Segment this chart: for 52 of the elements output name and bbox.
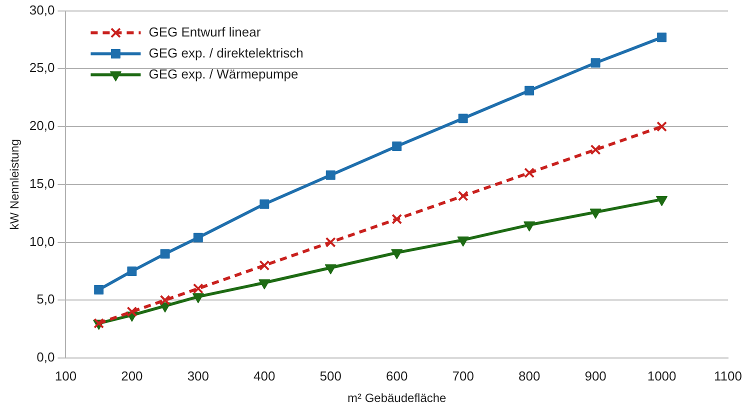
y-tick-label: 20,0 bbox=[29, 118, 55, 134]
y-tick-label: 10,0 bbox=[29, 234, 55, 249]
legend-label: GEG exp. / direktelektrisch bbox=[148, 45, 304, 60]
x-tick-label: 400 bbox=[254, 368, 276, 384]
x-tick-label: 300 bbox=[187, 368, 210, 384]
point bbox=[192, 293, 204, 304]
point bbox=[324, 264, 336, 274]
point bbox=[657, 32, 667, 42]
point bbox=[259, 260, 270, 271]
point bbox=[656, 196, 668, 206]
point bbox=[590, 208, 602, 219]
legend-label: GEG Entwurf linear bbox=[148, 24, 262, 40]
point bbox=[457, 236, 469, 246]
point bbox=[524, 168, 535, 178]
point bbox=[656, 121, 668, 132]
y-tick-label: 25,0 bbox=[29, 60, 55, 76]
x-tick-label: 800 bbox=[518, 368, 540, 384]
point bbox=[193, 232, 203, 242]
legend-label: GEG exp. / Wärmepumpe bbox=[148, 66, 298, 82]
x-tick-label: 1000 bbox=[647, 368, 676, 384]
point bbox=[590, 58, 600, 68]
y-tick-label: 30,0 bbox=[29, 2, 55, 18]
y-tick-label: 5,0 bbox=[36, 292, 55, 307]
point bbox=[192, 283, 204, 294]
point bbox=[458, 190, 468, 202]
x-tick-label: 200 bbox=[121, 368, 143, 384]
point bbox=[94, 284, 104, 294]
y-tick-label: 0,0 bbox=[36, 350, 55, 365]
point bbox=[325, 237, 336, 248]
point bbox=[590, 144, 601, 155]
x-tick-label: 100 bbox=[54, 368, 77, 384]
point bbox=[160, 249, 170, 259]
x-tick-label: 700 bbox=[452, 368, 474, 384]
point bbox=[160, 294, 170, 306]
point bbox=[392, 141, 402, 151]
point bbox=[326, 170, 336, 180]
x-tick-label: 1100 bbox=[714, 368, 742, 384]
point bbox=[126, 306, 138, 317]
x-axis-title: m² Gebäudefläche bbox=[347, 391, 447, 406]
point bbox=[127, 266, 137, 276]
point bbox=[392, 214, 402, 224]
x-tick-label: 500 bbox=[320, 368, 342, 384]
y-axis-title: kW Nennleistung bbox=[8, 139, 22, 230]
point bbox=[524, 221, 536, 232]
y-tick-label: 15,0 bbox=[29, 176, 55, 191]
point bbox=[524, 86, 534, 96]
point bbox=[391, 249, 403, 260]
point bbox=[458, 114, 468, 124]
x-tick-label: 900 bbox=[584, 368, 606, 384]
point bbox=[258, 279, 270, 290]
x-tick-label: 600 bbox=[386, 368, 408, 384]
point bbox=[260, 199, 270, 209]
